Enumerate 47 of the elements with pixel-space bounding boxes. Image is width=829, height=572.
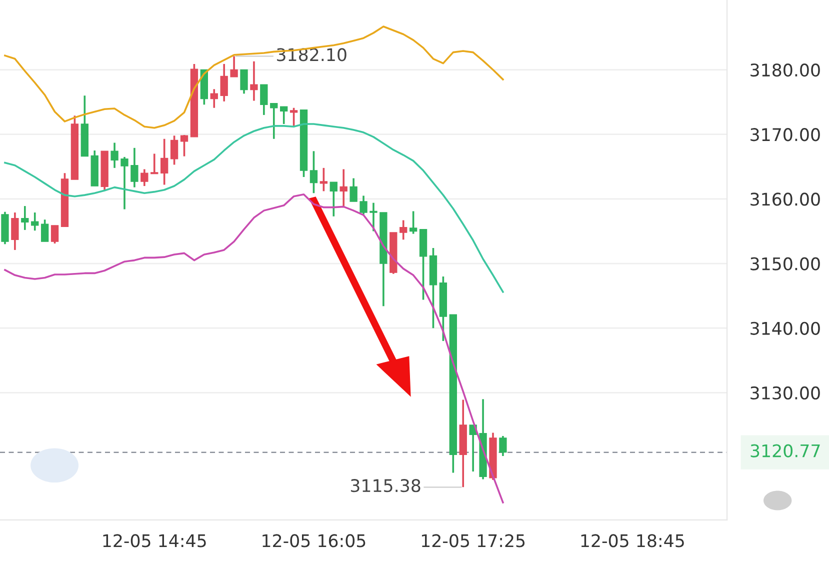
candlestick	[360, 194, 368, 216]
candlestick	[11, 212, 19, 251]
candlestick	[280, 106, 288, 125]
line-series	[4, 194, 504, 504]
candlestick	[260, 84, 268, 116]
x-tick-label: 12-05 18:45	[581, 534, 684, 548]
line-series	[4, 26, 504, 129]
annotation: 3115.38	[350, 479, 420, 492]
candlestick	[499, 435, 507, 457]
y-tick-label: 3160.00	[750, 192, 820, 206]
candlestick	[210, 88, 218, 109]
candlestick	[170, 134, 178, 166]
x-tick-label: 12-05 16:05	[262, 534, 366, 548]
candlestick	[290, 106, 298, 127]
line-series	[4, 123, 504, 293]
y-tick-label: 3180.00	[750, 63, 820, 77]
candlestick	[180, 134, 188, 158]
x-tick-label: 12-05 14:45	[103, 534, 206, 548]
candlestick	[110, 142, 118, 169]
candlestick	[120, 156, 128, 210]
candlestick	[220, 63, 228, 102]
candlestick	[409, 210, 418, 235]
ref-line-label: 3120.77	[750, 444, 820, 458]
y-tick-label: 3140.00	[750, 322, 820, 335]
candlestick	[350, 177, 358, 202]
candlestick	[40, 218, 49, 242]
candlestick	[320, 167, 328, 192]
candlestick	[21, 205, 29, 231]
x-tick-label: 12-05 17:25	[422, 534, 525, 548]
y-tick-label: 3130.00	[750, 386, 820, 400]
candlestick	[130, 147, 138, 188]
candlestick	[370, 202, 378, 232]
candlestick	[310, 150, 318, 194]
candlestick	[160, 138, 168, 186]
candlestick	[50, 224, 59, 244]
candlestick	[400, 219, 408, 241]
candlestick	[340, 168, 348, 208]
candlestick	[270, 102, 278, 140]
y-tick-label: 3150.00	[750, 257, 820, 270]
y-tick-label: 3170.00	[750, 128, 820, 142]
candlestick	[150, 152, 158, 175]
candlestick	[240, 68, 248, 95]
candlestick	[31, 212, 39, 232]
candlestick	[230, 55, 238, 78]
candlestick	[250, 60, 258, 102]
candlestick	[330, 181, 338, 218]
candlestick	[140, 168, 148, 187]
